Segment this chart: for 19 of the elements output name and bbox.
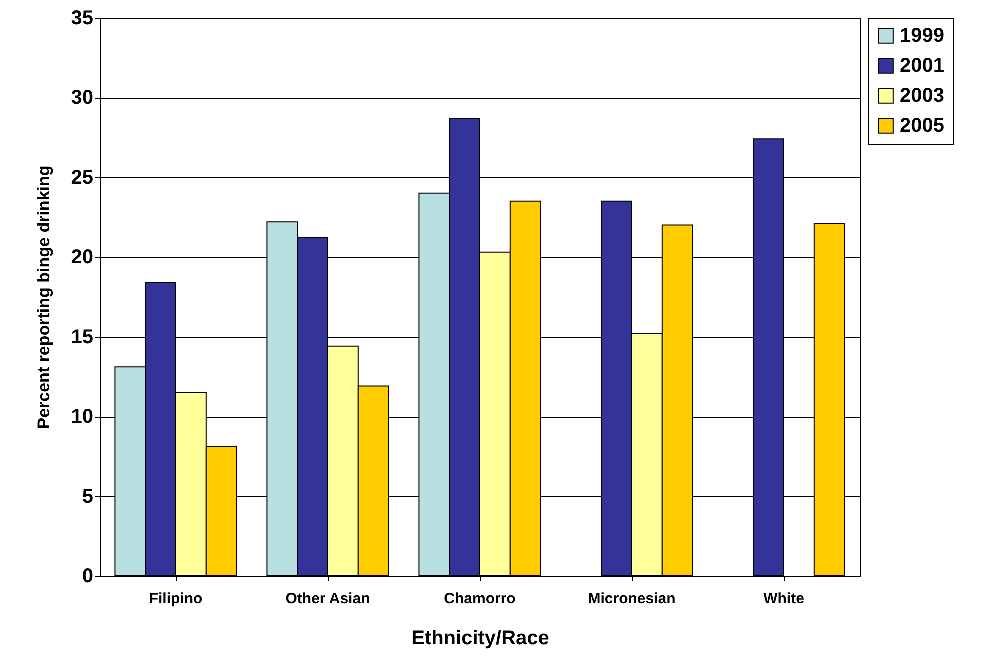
y-tick-label: 30 xyxy=(71,87,94,110)
y-tick-label: 5 xyxy=(82,486,94,508)
y-tick-label: 35 xyxy=(71,8,94,30)
x-tick-label: Other Asian xyxy=(286,590,370,608)
legend-label: 2003 xyxy=(900,85,944,107)
y-tick-label: 20 xyxy=(71,246,94,269)
x-axis-title: Ethnicity/Race xyxy=(412,628,550,650)
x-tick-label: Micronesian xyxy=(588,590,676,608)
y-axis-title: Percent reporting binge drinking xyxy=(34,166,54,430)
x-tick-label: Filipino xyxy=(149,590,203,608)
legend-label: 2001 xyxy=(900,55,944,77)
y-tick-label: 25 xyxy=(71,166,94,189)
legend-label: 1999 xyxy=(900,25,944,47)
x-tick-label: Chamorro xyxy=(444,590,516,608)
x-tick-label: White xyxy=(764,590,804,608)
y-tick-label: 15 xyxy=(71,326,94,348)
legend-label: 2005 xyxy=(900,115,944,137)
y-tick-label: 0 xyxy=(82,566,94,588)
y-tick-label: 10 xyxy=(71,406,94,428)
